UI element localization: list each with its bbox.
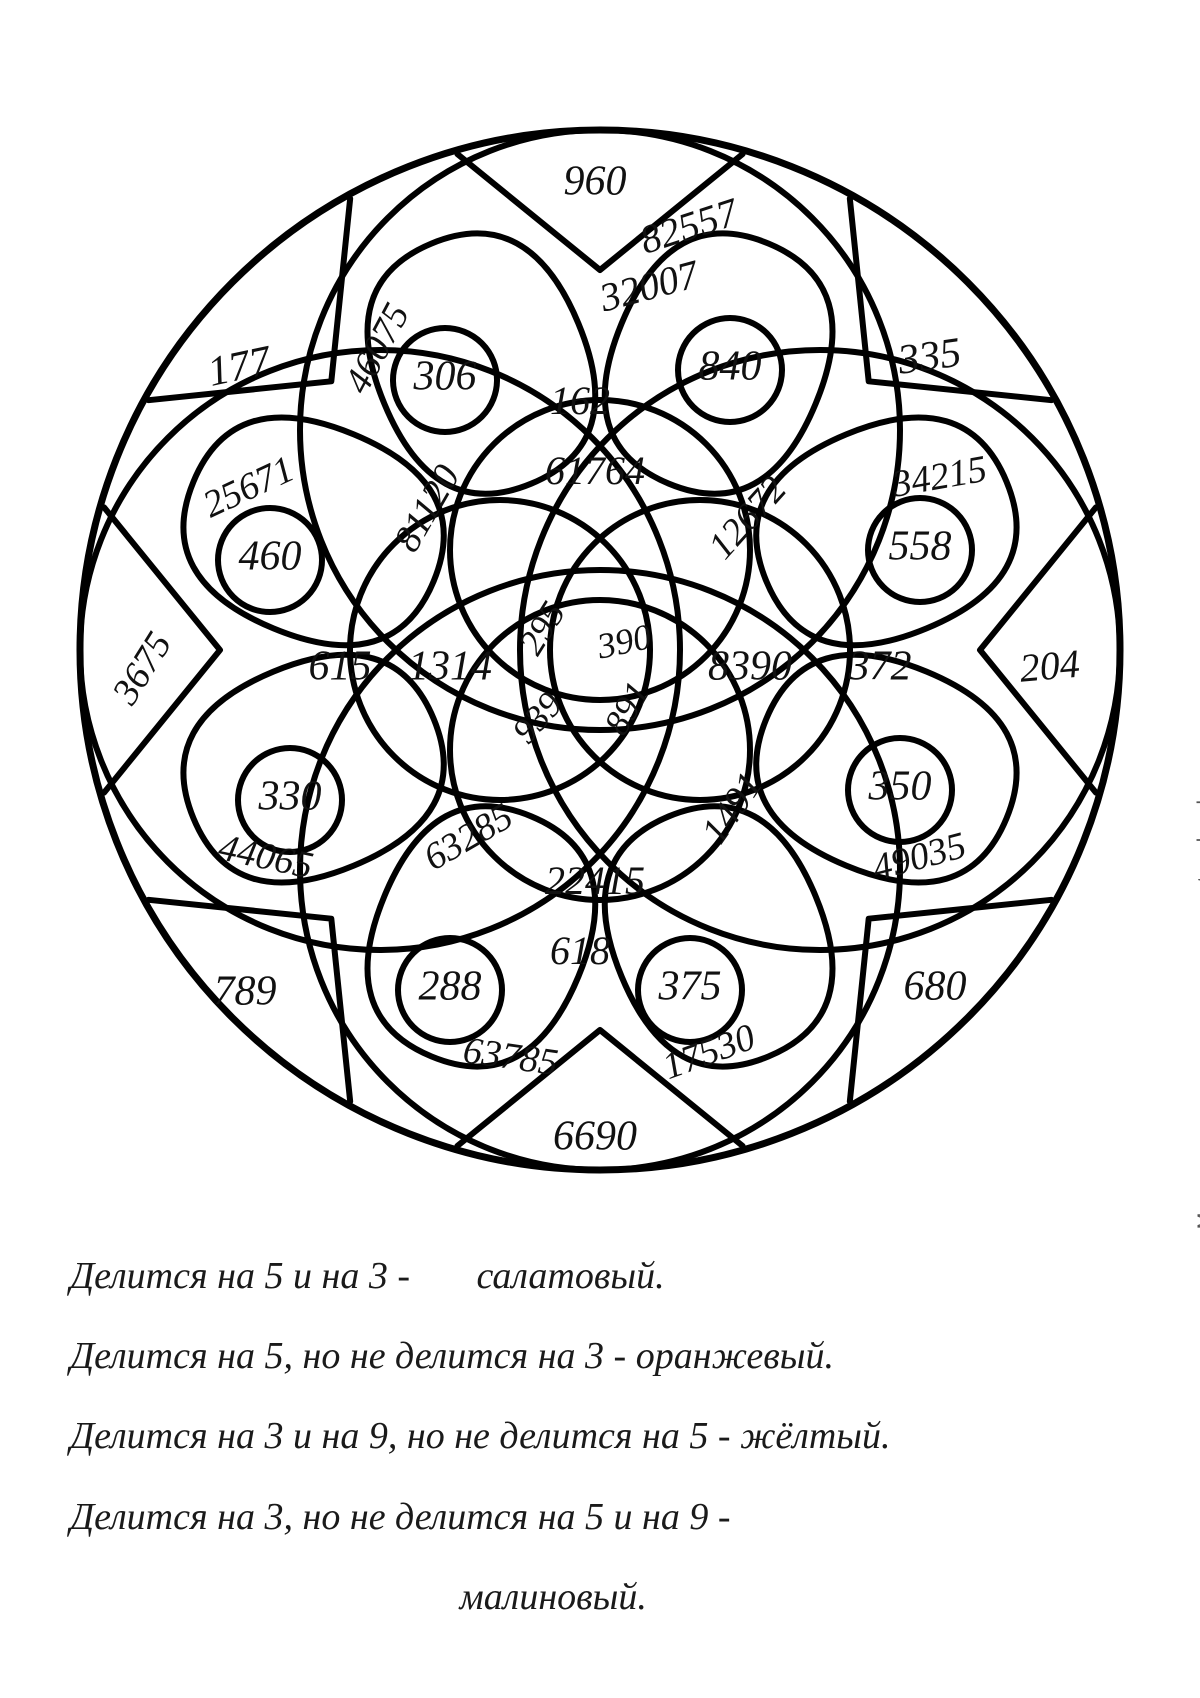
mandala-svg: 9608255732007177460753061628403352567181… (50, 100, 1150, 1200)
legend-line-5: малиновый. (70, 1561, 1130, 1633)
legend-line-1: Делится на 5 и на 3 - салатовый. (70, 1240, 1130, 1312)
cell-number-n335: 335 (894, 330, 964, 384)
cell-number-n34215: 34215 (888, 448, 990, 506)
cell-number-n460: 460 (239, 534, 302, 580)
worksheet-page: 9608255732007177460753061628403352567181… (0, 0, 1200, 1698)
cell-number-n372: 372 (848, 644, 912, 690)
cell-number-n789: 789 (214, 969, 277, 1015)
cell-number-n3675: 3675 (104, 625, 180, 713)
cell-number-n390: 390 (593, 616, 655, 667)
cell-number-n6690: 6690 (553, 1114, 637, 1160)
legend-line-2: Делится на 5, но не делится на 3 - оранж… (70, 1320, 1130, 1392)
cell-number-n960: 960 (564, 159, 627, 205)
cell-number-n375: 375 (658, 964, 722, 1010)
cell-number-n330: 330 (258, 774, 322, 820)
cell-number-n8390: 8390 (708, 644, 792, 690)
cell-number-n618: 618 (550, 928, 610, 973)
source-caption: Математические раскраски - www.mat-raskr… (1194, 760, 1200, 1229)
cell-number-n63785: 63785 (460, 1029, 560, 1084)
cell-number-n558: 558 (889, 524, 952, 570)
cell-number-n288: 288 (419, 964, 482, 1010)
cell-number-n22415: 22415 (545, 858, 645, 903)
legend-line-3: Делится на 3 и на 9, но не делится на 5 … (70, 1400, 1130, 1472)
cell-number-n17530: 17530 (657, 1016, 761, 1088)
cell-number-n680: 680 (904, 964, 967, 1010)
cell-number-n162: 162 (550, 378, 610, 423)
legend-instructions: Делится на 5 и на 3 - салатовый. Делится… (70, 1240, 1130, 1641)
cell-number-n204: 204 (1018, 641, 1082, 691)
cell-number-n615: 615 (309, 644, 372, 690)
cell-number-n1314: 1314 (408, 644, 492, 690)
mandala-diagram: 9608255732007177460753061628403352567181… (50, 100, 1150, 1200)
cell-number-n306: 306 (413, 354, 477, 400)
legend-line-4: Делится на 3, но не делится на 5 и на 9 … (70, 1481, 1130, 1553)
cell-number-n350: 350 (868, 764, 932, 810)
cell-number-n61764: 61764 (545, 448, 645, 493)
cell-number-n840: 840 (699, 344, 762, 390)
